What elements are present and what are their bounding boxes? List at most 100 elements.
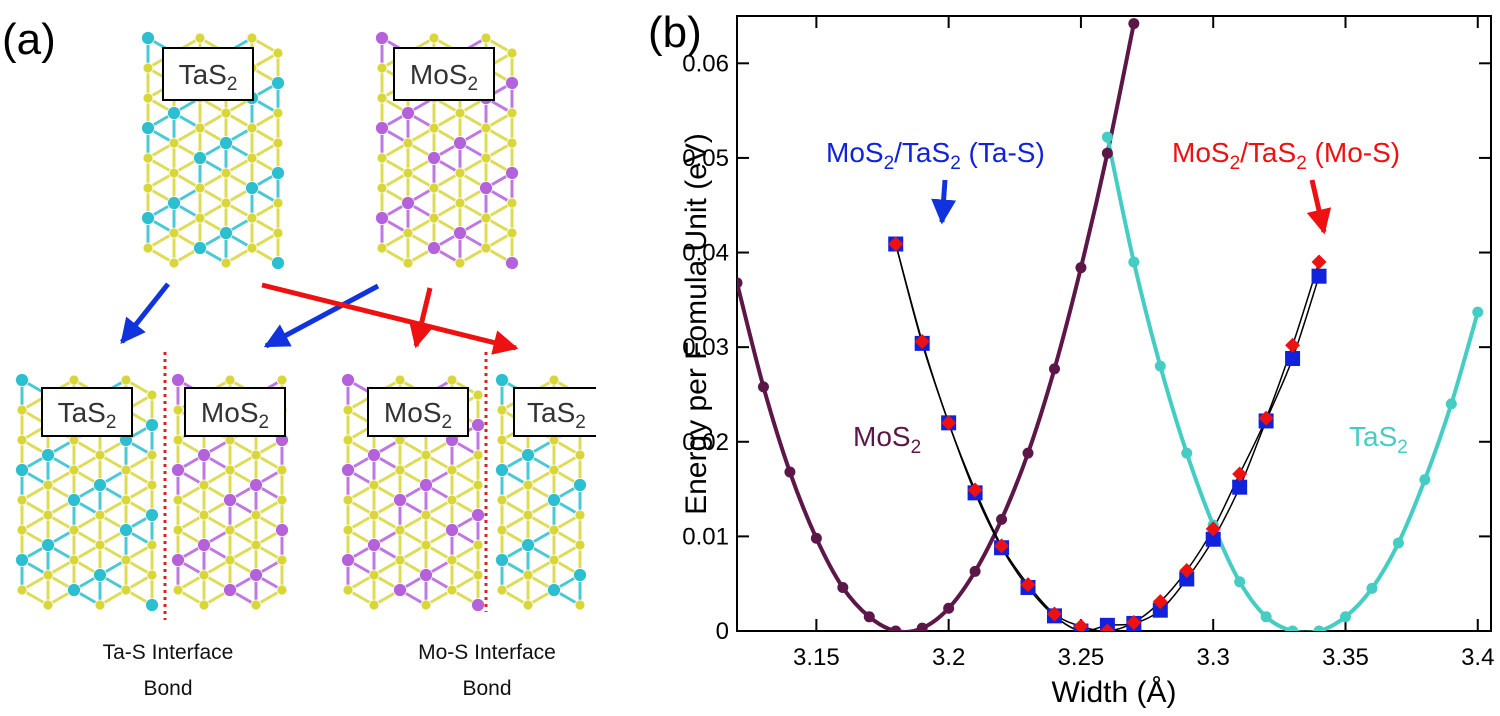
sulfur-atom (506, 137, 518, 149)
metal-atom (547, 493, 561, 507)
sulfur-atom (172, 494, 184, 506)
sulfur-atom (168, 257, 180, 269)
sulfur-atom (480, 32, 492, 44)
tas2-to-tas-interface-arrow (120, 282, 170, 344)
sulfur-atom (146, 569, 158, 581)
sulfur-atom (472, 569, 484, 581)
plot-frame (736, 15, 1492, 632)
metal-atom (427, 241, 441, 255)
series-line-tas2 (1105, 136, 1480, 631)
sulfur-atom (480, 242, 492, 254)
metal-atom (419, 478, 433, 492)
metal-atom (249, 478, 263, 492)
sulfur-atom (506, 47, 518, 59)
x-tick-label: 3.15 (793, 644, 840, 671)
sulfur-atom (402, 167, 414, 179)
sulfur-atom (168, 167, 180, 179)
y-tick-label: 0.04 (682, 240, 729, 267)
data-point-mos2-tas2-mo-s- (1311, 254, 1327, 270)
data-point-mos2 (757, 381, 769, 393)
metal-atom (271, 166, 285, 180)
bottom-mos2-formula-2: MoS (384, 397, 442, 428)
y-tick-label: 0.01 (682, 523, 729, 550)
data-point-mos2-tas2-mo-s- (1099, 623, 1115, 631)
data-point-mos2-tas2-mo-s- (1179, 562, 1195, 578)
metal-atom (167, 106, 181, 120)
data-point-mos2-tas2-mo-s- (1205, 521, 1221, 537)
metal-atom (573, 478, 587, 492)
sulfur-atom (220, 167, 232, 179)
data-point-tas2 (1181, 447, 1193, 459)
sulfur-atom (194, 182, 206, 194)
metal-atom (141, 31, 155, 45)
lattice-structures (15, 31, 587, 612)
sulfur-atom (146, 449, 158, 461)
sulfur-atom (342, 524, 354, 536)
sulfur-atom (94, 539, 106, 551)
sulfur-atom (506, 197, 518, 209)
svg-text:MoS2: MoS2 (201, 397, 269, 433)
sulfur-atom (394, 374, 406, 386)
sulfur-atom (220, 107, 232, 119)
data-point-mos2 (784, 466, 796, 478)
metal-atom (41, 538, 55, 552)
sulfur-atom (428, 122, 440, 134)
metal-atom (495, 373, 509, 387)
data-point-mos2 (1101, 147, 1113, 159)
mos2-series-label-sub: 2 (911, 437, 922, 458)
sulfur-atom (68, 374, 80, 386)
metal-atom (479, 181, 493, 195)
mo-s-caption-line1: Mo-S Interface (418, 641, 556, 664)
data-point-mos2 (969, 565, 981, 577)
sulfur-atom (402, 257, 414, 269)
mo-s-label-sb: 2 (1296, 153, 1307, 174)
mo-s-series-label: MoS2/TaS2 (Mo-S) (1172, 137, 1400, 174)
x-tick-label: 3.2 (932, 644, 965, 671)
sulfur-atom (198, 569, 210, 581)
sulfur-atom (548, 524, 560, 536)
sulfur-atom (16, 524, 28, 536)
sulfur-atom (394, 554, 406, 566)
data-point-mos2 (810, 532, 822, 544)
data-point-tas2 (1101, 131, 1113, 143)
sulfur-atom (522, 599, 534, 611)
sulfur-atom (454, 167, 466, 179)
data-point-mos2-tas2-mo-s- (1073, 618, 1089, 631)
sulfur-atom (472, 539, 484, 551)
sulfur-atom (368, 569, 380, 581)
metal-atom (193, 151, 207, 165)
data-point-tas2 (1128, 256, 1140, 268)
sulfur-atom (548, 554, 560, 566)
ta-s-label-c: (Ta-S) (961, 137, 1045, 168)
sulfur-atom (496, 404, 508, 416)
data-point-mos2-tas2-mo-s- (1232, 466, 1248, 482)
sulfur-atom (42, 599, 54, 611)
sulfur-atom (446, 494, 458, 506)
series-line-mos2 (737, 23, 1136, 631)
metal-atom (367, 538, 381, 552)
sulfur-atom (224, 554, 236, 566)
data-point-mos2 (837, 581, 849, 593)
sulfur-atom (446, 374, 458, 386)
metal-atom (145, 418, 159, 432)
sulfur-atom (120, 464, 132, 476)
ta-s-caption-line2: Bond (143, 677, 192, 700)
sulfur-atom (168, 137, 180, 149)
x-tick-label: 3.4 (1461, 644, 1494, 671)
data-point-mos2-tas2-ta-s- (1232, 479, 1248, 495)
metal-atom (197, 448, 211, 462)
sulfur-atom (16, 584, 28, 596)
data-point-mos2-tas2-mo-s- (1152, 594, 1168, 610)
sulfur-atom (496, 584, 508, 596)
metal-atom (505, 76, 519, 90)
ta-s-label-sa: 2 (884, 153, 895, 174)
metal-atom (141, 121, 155, 135)
x-axis-title: Width (Å) (1051, 676, 1176, 709)
sulfur-atom (246, 242, 258, 254)
svg-text:TaS2: TaS2 (179, 59, 238, 95)
sulfur-atom (472, 479, 484, 491)
y-tick-label: 0.05 (682, 145, 729, 172)
ta-s-label-a: MoS (826, 137, 884, 168)
sulfur-atom (142, 182, 154, 194)
sulfur-atom (142, 242, 154, 254)
